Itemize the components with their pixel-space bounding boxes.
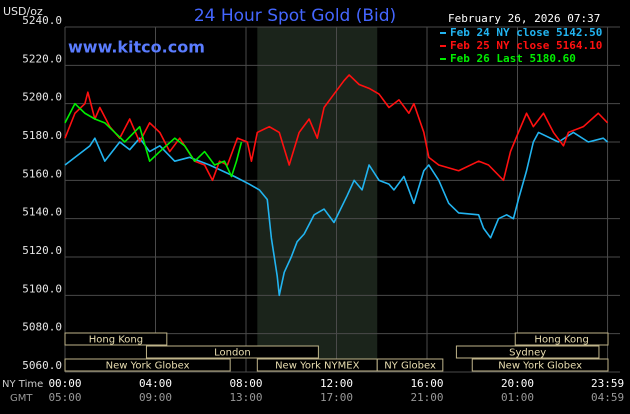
watermark: www.kitco.com xyxy=(68,38,205,57)
x-axis-label: NY Time xyxy=(2,379,43,390)
x-tick-label: 08:00 xyxy=(229,377,262,390)
session-label: New York Globex xyxy=(498,361,582,372)
y-tick-label: 5100.0 xyxy=(22,282,62,295)
x2-tick-label: 21:00 xyxy=(410,391,443,404)
y-tick-label: 5140.0 xyxy=(22,206,62,219)
y-tick-label: 5060.0 xyxy=(22,359,62,372)
x-tick-label: 16:00 xyxy=(410,377,443,390)
session-label: Hong Kong xyxy=(89,335,143,346)
x2-tick-label: 09:00 xyxy=(139,391,172,404)
session-label: London xyxy=(214,348,251,359)
session-box xyxy=(64,332,168,346)
session-box xyxy=(471,358,609,372)
session-shading xyxy=(257,27,378,372)
y-tick-label: 5240.0 xyxy=(22,14,62,27)
session-box xyxy=(376,358,444,372)
y-tick-label: 5180.0 xyxy=(22,129,62,142)
y-tick-label: 5120.0 xyxy=(22,244,62,257)
x2-axis-label: GMT xyxy=(10,393,33,404)
legend-label: Feb 24 NY close 5142.50 xyxy=(450,26,602,39)
x-tick-label: 12:00 xyxy=(320,377,353,390)
x2-tick-label: 01:00 xyxy=(501,391,534,404)
session-box xyxy=(64,358,231,372)
y-tick-label: 5160.0 xyxy=(22,167,62,180)
y-tick-label: 5220.0 xyxy=(22,52,62,65)
y-tick-label: 5200.0 xyxy=(22,91,62,104)
session-box xyxy=(145,345,319,359)
x2-tick-label: 17:00 xyxy=(320,391,353,404)
series-line xyxy=(64,74,609,182)
legend-label: Feb 26 Last 5180.60 xyxy=(450,52,576,65)
x-tick-label: 23:59 xyxy=(591,377,624,390)
x2-tick-label: 13:00 xyxy=(229,391,262,404)
chart-title: 24 Hour Spot Gold (Bid) xyxy=(194,6,396,26)
session-label: Hong Kong xyxy=(534,335,588,346)
series-line xyxy=(64,102,243,178)
session-label: New York NYMEX xyxy=(275,361,360,372)
session-label: Sydney xyxy=(509,348,546,359)
unit-label: USD/oz xyxy=(3,5,43,18)
x-tick-label: 00:00 xyxy=(48,377,81,390)
session-box xyxy=(514,332,609,346)
timestamp: February 26, 2026 07:37 xyxy=(448,12,600,25)
x-tick-label: 04:00 xyxy=(139,377,172,390)
series-line xyxy=(64,131,609,297)
session-label: New York Globex xyxy=(106,361,190,372)
session-box xyxy=(455,345,600,359)
session-label: NY Globex xyxy=(384,361,436,372)
y-tick-label: 5080.0 xyxy=(22,321,62,334)
legend-label: Feb 25 NY close 5164.10 xyxy=(450,39,602,52)
x2-tick-label: 04:59 xyxy=(591,391,624,404)
x2-tick-label: 05:00 xyxy=(48,391,81,404)
x-tick-label: 20:00 xyxy=(501,377,534,390)
